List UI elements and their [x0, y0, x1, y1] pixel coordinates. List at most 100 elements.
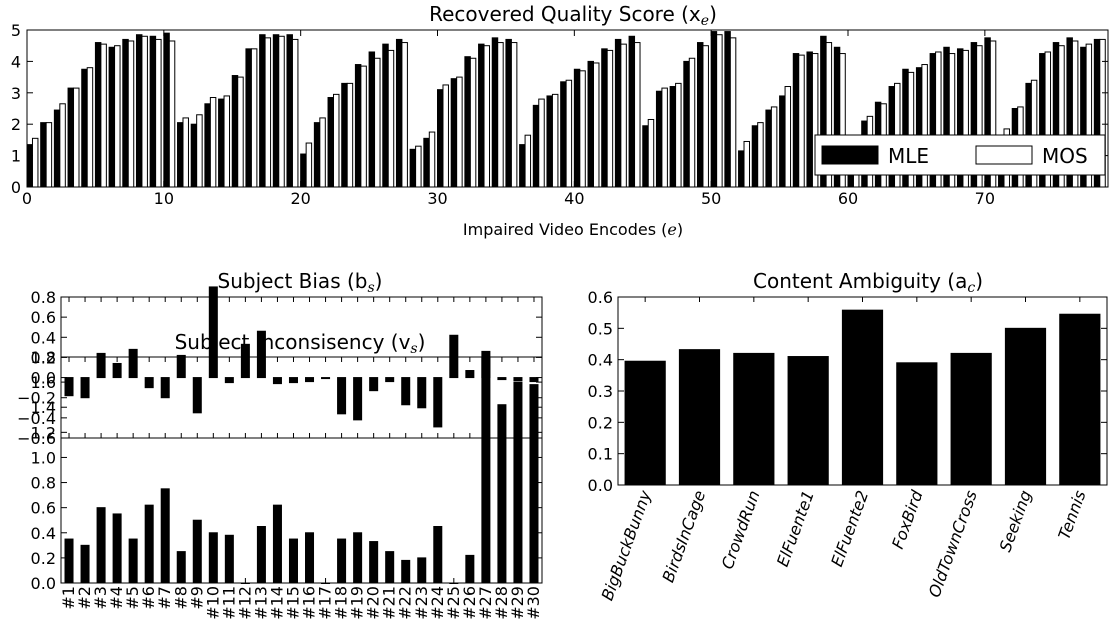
bias-bar-28	[513, 377, 523, 382]
inconsistency-x-tick-label: #25	[444, 586, 463, 620]
inconsistency-bar-6	[160, 488, 170, 584]
quality-bar-mle-23	[341, 82, 348, 188]
quality-bar-mle-42	[601, 48, 608, 188]
bias-bar-5	[144, 377, 154, 389]
quality-x-tick-label: 20	[290, 189, 310, 208]
inconsistency-y-tick-label: 1.8	[31, 348, 56, 367]
inconsistency-bar-13	[272, 504, 282, 584]
bias-bar-17	[337, 377, 347, 415]
quality-x-tick-label: 10	[154, 189, 174, 208]
quality-bar-mle-41	[587, 60, 594, 188]
inconsistency-x-tick-label: #26	[460, 586, 479, 620]
quality-bar-mos-22	[333, 93, 340, 188]
quality-bar-mle-11	[177, 122, 184, 188]
quality-bar-mos-47	[675, 82, 682, 188]
inconsistency-x-tick-label: #10	[203, 586, 222, 620]
bias-bar-24	[449, 334, 459, 379]
quality-bar-mos-14	[223, 95, 231, 188]
inconsistency-x-tick-label: #7	[155, 586, 174, 610]
quality-bar-mos-55	[784, 86, 792, 188]
quality-bar-mle-8	[135, 34, 143, 188]
quality-bar-mos-56	[798, 54, 805, 188]
inconsistency-x-tick-label: #4	[107, 586, 126, 610]
quality-bar-mos-49	[702, 45, 709, 188]
quality-bar-mos-54	[770, 106, 778, 188]
inconsistency-bar-12	[256, 526, 266, 584]
inconsistency-x-tick-label: #9	[187, 586, 206, 610]
quality-bar-mle-49	[696, 42, 704, 188]
quality-bar-mle-10	[163, 32, 170, 188]
inconsistency-ticks: #1#2#3#4#5#6#7#8#9#10#11#12#13#14#15#16#…	[31, 348, 543, 620]
quality-bar-mle-26	[382, 43, 389, 188]
ambiguity-bar-5	[896, 362, 938, 486]
ambiguity-bar-1	[678, 349, 721, 486]
ambiguity-chart-title: Content Ambiguity (ac)	[753, 269, 983, 296]
quality-bar-mos-10	[168, 40, 176, 188]
inconsistency-x-tick-label: #11	[219, 586, 238, 620]
bias-bar-13	[272, 377, 282, 385]
inconsistency-bar-1	[80, 544, 90, 584]
inconsistency-bar-17	[337, 538, 347, 584]
inconsistency-y-tick-label: 0.0	[31, 574, 56, 593]
quality-bar-mle-25	[368, 51, 376, 188]
bias-y-tick-label: −0.4	[17, 409, 56, 428]
bias-y-tick-label: 0.4	[31, 328, 56, 347]
quality-bar-mle-2	[53, 109, 61, 188]
quality-bar-mos-27	[401, 42, 408, 188]
quality-bar-mle-17	[259, 34, 266, 188]
inconsistency-bar-28	[513, 381, 523, 584]
bias-bar-3	[112, 362, 122, 379]
quality-bar-mos-45	[647, 118, 655, 188]
ambiguity-bar-3	[787, 356, 829, 486]
quality-bar-mle-14	[218, 98, 225, 188]
quality-bar-mle-36	[519, 144, 526, 188]
quality-bar-mle-55	[779, 95, 786, 188]
quality-y-tick-label: 1	[11, 147, 21, 166]
quality-plot-frame	[26, 29, 1109, 188]
inconsistency-bar-19	[369, 541, 379, 584]
ambiguity-x-tick-label: Seeking	[996, 488, 1036, 555]
inconsistency-bar-27	[497, 404, 507, 584]
quality-bar-mle-40	[573, 68, 581, 188]
quality-bar-mle-6	[108, 46, 116, 188]
ambiguity-bar-4	[841, 309, 884, 486]
quality-bar-mos-36	[524, 134, 532, 188]
bias-bar-10	[224, 377, 234, 384]
inconsistency-bar-9	[208, 532, 218, 584]
quality-bar-mle-45	[642, 125, 649, 188]
inconsistency-x-tick-label: #19	[348, 586, 367, 620]
inconsistency-x-tick-label: #23	[412, 586, 431, 620]
quality-x-tick-label: 60	[838, 189, 858, 208]
quality-bar-mos-34	[497, 42, 504, 188]
inconsistency-x-tick-label: #1	[59, 586, 78, 610]
quality-bar-mle-54	[765, 109, 772, 188]
inconsistency-y-tick-label: 0.8	[31, 474, 56, 493]
inconsistency-x-tick-label: #21	[380, 586, 399, 620]
quality-bar-mos-4	[86, 67, 94, 188]
quality-bar-mle-56	[792, 53, 800, 188]
inconsistency-x-tick-label: #15	[283, 586, 302, 620]
bias-y-tick-label: 0.2	[31, 348, 56, 367]
quality-bar-mos-24	[360, 65, 367, 188]
quality-y-tick-label: 3	[11, 84, 21, 103]
quality-y-tick-label: 5	[11, 21, 21, 40]
inconsistency-bar-3	[112, 513, 122, 584]
inconsistency-y-tick-label: 1.2	[31, 423, 56, 442]
bias-bar-14	[288, 377, 298, 384]
bias-y-tick-label: −0.6	[17, 429, 56, 448]
inconsistency-bar-5	[144, 504, 154, 584]
bias-bar-7	[176, 354, 186, 379]
bias-bar-1	[80, 377, 90, 399]
quality-bar-mle-51	[724, 31, 731, 188]
quality-bar-mos-23	[346, 82, 354, 188]
quality-bar-mos-48	[688, 57, 696, 188]
subject-bias-chart: Subject Bias (bs) −0.6−0.4−0.20.00.20.40…	[17, 269, 543, 448]
ambiguity-x-tick-label: ElFuente2	[827, 488, 872, 569]
quality-bar-mle-13	[204, 103, 211, 188]
inconsistency-bar-2	[96, 507, 106, 584]
quality-x-axis-label: Impaired Video Encodes (e)	[463, 220, 683, 239]
inconsistency-x-tick-label: #22	[396, 586, 415, 620]
quality-bar-mos-32	[469, 57, 477, 188]
quality-y-tick-label: 2	[11, 115, 21, 134]
